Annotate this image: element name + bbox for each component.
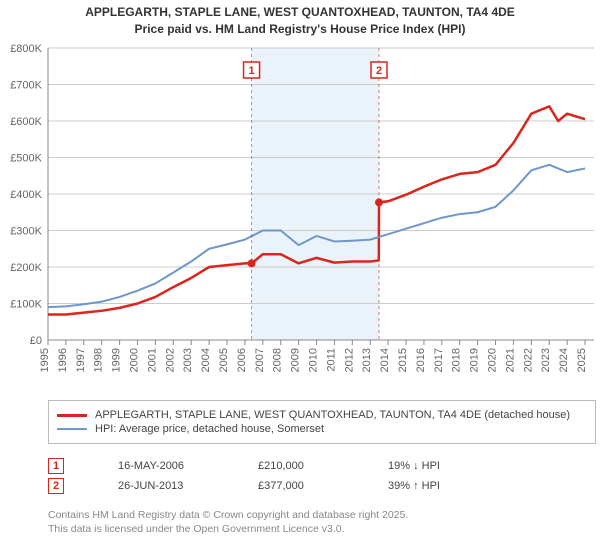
svg-text:2: 2 bbox=[376, 65, 382, 77]
legend-item: HPI: Average price, detached house, Some… bbox=[57, 423, 587, 435]
svg-text:2024: 2024 bbox=[558, 348, 570, 372]
svg-text:2008: 2008 bbox=[272, 348, 284, 372]
svg-text:£600K: £600K bbox=[10, 116, 42, 128]
svg-text:2001: 2001 bbox=[146, 348, 158, 372]
svg-text:2005: 2005 bbox=[218, 348, 230, 372]
svg-text:£500K: £500K bbox=[10, 153, 42, 165]
svg-text:£0: £0 bbox=[30, 335, 42, 347]
svg-text:1: 1 bbox=[248, 65, 254, 77]
svg-text:1996: 1996 bbox=[57, 348, 69, 372]
svg-text:£800K: £800K bbox=[10, 43, 42, 55]
event-price: £210,000 bbox=[258, 460, 358, 472]
legend-label: APPLEGARTH, STAPLE LANE, WEST QUANTOXHEA… bbox=[95, 409, 570, 421]
attribution-line-2: This data is licensed under the Open Gov… bbox=[48, 522, 578, 536]
svg-text:£100K: £100K bbox=[10, 299, 42, 311]
svg-text:£300K: £300K bbox=[10, 226, 42, 238]
sale-events: 1 16-MAY-2006 £210,000 19% ↓ HPI 2 26-JUN-201… bbox=[48, 454, 578, 498]
svg-text:2009: 2009 bbox=[290, 348, 302, 372]
svg-text:2016: 2016 bbox=[415, 348, 427, 372]
svg-text:2011: 2011 bbox=[325, 348, 337, 372]
sale-event-row: 1 16-MAY-2006 £210,000 19% ↓ HPI bbox=[48, 458, 578, 474]
svg-text:2004: 2004 bbox=[200, 348, 212, 372]
svg-text:1995: 1995 bbox=[39, 348, 51, 372]
event-date: 26-JUN-2013 bbox=[118, 480, 228, 492]
svg-text:2006: 2006 bbox=[236, 348, 248, 372]
svg-text:2021: 2021 bbox=[504, 348, 516, 372]
svg-text:2018: 2018 bbox=[451, 348, 463, 372]
svg-text:£400K: £400K bbox=[10, 189, 42, 201]
sale-event-row: 2 26-JUN-2013 £377,000 39% ↑ HPI bbox=[48, 478, 578, 494]
svg-text:1998: 1998 bbox=[93, 348, 105, 372]
svg-text:2025: 2025 bbox=[576, 348, 588, 372]
event-pct: 39% ↑ HPI bbox=[388, 480, 508, 492]
chart-title: APPLEGARTH, STAPLE LANE, WEST QUANTOXHEA… bbox=[0, 0, 600, 38]
title-line-1: APPLEGARTH, STAPLE LANE, WEST QUANTOXHEA… bbox=[10, 4, 590, 21]
event-pct: 19% ↓ HPI bbox=[388, 460, 508, 472]
svg-text:2012: 2012 bbox=[343, 348, 355, 372]
svg-text:2017: 2017 bbox=[433, 348, 445, 372]
svg-text:2014: 2014 bbox=[379, 348, 391, 372]
svg-text:1999: 1999 bbox=[111, 348, 123, 372]
svg-text:2019: 2019 bbox=[469, 348, 481, 372]
legend-swatch bbox=[57, 428, 87, 430]
event-badge: 1 bbox=[48, 458, 64, 474]
price-chart: £0 £100K £200K £300K £400K £500K £600K £700K £80… bbox=[0, 40, 600, 390]
svg-text:2010: 2010 bbox=[308, 348, 320, 372]
legend-swatch bbox=[57, 414, 87, 417]
svg-text:2003: 2003 bbox=[182, 348, 194, 372]
title-line-2: Price paid vs. HM Land Registry's House … bbox=[10, 21, 590, 38]
legend-label: HPI: Average price, detached house, Some… bbox=[95, 423, 324, 435]
svg-text:2022: 2022 bbox=[522, 348, 534, 372]
attribution-line-1: Contains HM Land Registry data © Crown c… bbox=[48, 508, 578, 522]
svg-text:2002: 2002 bbox=[164, 348, 176, 372]
svg-text:2015: 2015 bbox=[397, 348, 409, 372]
legend-item: APPLEGARTH, STAPLE LANE, WEST QUANTOXHEA… bbox=[57, 409, 587, 421]
svg-text:2007: 2007 bbox=[254, 348, 266, 372]
svg-text:£200K: £200K bbox=[10, 262, 42, 274]
event-date: 16-MAY-2006 bbox=[118, 460, 228, 472]
svg-text:2023: 2023 bbox=[540, 348, 552, 372]
svg-text:2013: 2013 bbox=[361, 348, 373, 372]
svg-text:£700K: £700K bbox=[10, 80, 42, 92]
event-price: £377,000 bbox=[258, 480, 358, 492]
svg-text:2000: 2000 bbox=[129, 348, 141, 372]
svg-text:1997: 1997 bbox=[75, 348, 87, 372]
svg-text:2020: 2020 bbox=[487, 348, 499, 372]
legend: APPLEGARTH, STAPLE LANE, WEST QUANTOXHEA… bbox=[48, 400, 596, 444]
attribution: Contains HM Land Registry data © Crown c… bbox=[48, 508, 578, 536]
event-badge: 2 bbox=[48, 478, 64, 494]
